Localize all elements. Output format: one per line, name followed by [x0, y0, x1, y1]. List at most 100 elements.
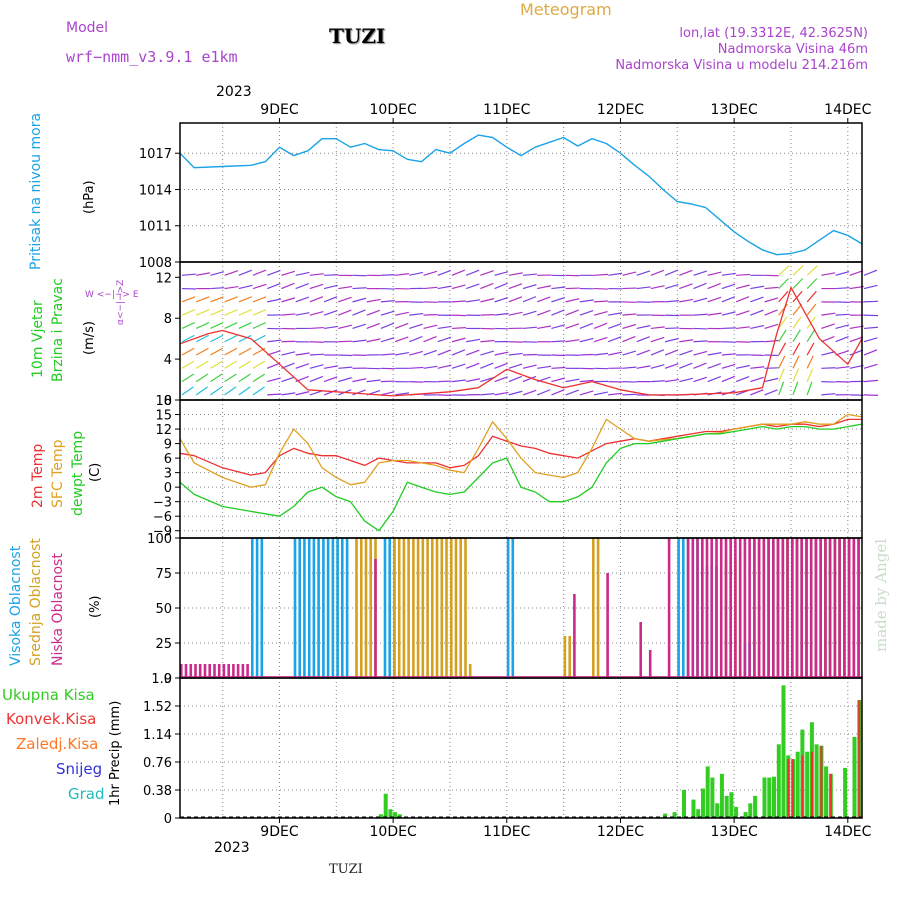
wind-barb [409, 271, 424, 276]
wind-barb [195, 373, 209, 383]
wind-barb [579, 353, 594, 356]
day-label-bottom: 11DEC [483, 824, 530, 840]
pressure-panel-frame [179, 122, 863, 263]
wind-barb [394, 322, 409, 330]
wind-barb [423, 365, 438, 369]
temperature-ytick-label: 3 [164, 467, 172, 482]
wind-barb [451, 349, 466, 356]
wind-barb [451, 300, 466, 303]
precip-ytick-label: 0 [164, 812, 172, 827]
wind-barb [721, 363, 736, 369]
wind-barb [735, 296, 750, 303]
cloud-bar [814, 538, 818, 678]
wind-barb [551, 324, 566, 330]
wind-barb [750, 389, 764, 396]
cloud-ytick-label: 50 [155, 602, 172, 617]
wind-barb [721, 353, 736, 356]
wind-barb [451, 269, 466, 276]
cloud-bar [246, 664, 249, 678]
wind-barb [252, 373, 266, 383]
wind-barb [679, 269, 693, 276]
wind-barb [664, 378, 680, 383]
wind-unit: (m/s) [82, 321, 97, 355]
cloud-bar [682, 538, 685, 678]
wind-barb [494, 351, 509, 356]
cloud-bar [734, 538, 737, 678]
cloud-bar [686, 538, 690, 678]
wind-barb [778, 265, 790, 276]
wind-barb [451, 327, 466, 330]
wind-barb [267, 362, 281, 369]
wind-barb [522, 326, 537, 330]
wind-barb [238, 296, 253, 303]
precip-bar [734, 806, 739, 818]
wind-barb [849, 336, 864, 343]
cloud-bar [568, 636, 571, 678]
cloud-bar [227, 664, 230, 678]
cloud-bar [710, 538, 713, 678]
wind-barb [224, 386, 237, 396]
wind-barb [181, 296, 196, 303]
wind-barb [806, 303, 817, 316]
wind-barb [409, 335, 423, 343]
wind-barb [849, 270, 864, 276]
wind-barb [224, 373, 237, 383]
cloud-unit: (%) [88, 595, 103, 619]
wind-barb [465, 349, 480, 356]
wind-barb [295, 312, 310, 316]
wind-barb [210, 334, 224, 343]
temperature-ytick-label: 9 [164, 438, 172, 453]
wind-barb [821, 393, 836, 396]
wind-barb [224, 296, 238, 303]
wind-barb [352, 378, 367, 383]
cloud-bar [369, 538, 372, 678]
wind-barb [267, 377, 281, 383]
wind-barb [721, 296, 736, 303]
wind-barb [806, 329, 816, 343]
wind-barb [707, 282, 721, 290]
wind-barb [423, 286, 438, 290]
wind-barb [764, 389, 778, 396]
wind-barb [480, 393, 495, 396]
wind-barb [395, 392, 410, 396]
wind-barb [579, 379, 594, 383]
cloud-bar [198, 664, 202, 678]
wind-barb [835, 287, 850, 290]
cloud-bar [648, 650, 652, 678]
wind-barb [537, 285, 552, 290]
temperature-ytick-label: −6 [153, 510, 172, 525]
wind-barb [778, 381, 785, 396]
cloud-bar [222, 664, 226, 678]
pressure-ytick-label: 1011 [139, 220, 172, 235]
cloud-bar [767, 538, 770, 678]
temperature-ytick-label: 15 [155, 409, 172, 424]
wind-barb [679, 298, 694, 303]
cloud-bar [303, 538, 306, 678]
wind-barb [522, 310, 537, 316]
wind-barb [792, 303, 803, 316]
day-label-top: 12DEC [597, 102, 644, 118]
temp-line-2 [179, 423, 863, 532]
wind-barb [480, 362, 494, 369]
wind-barb [395, 273, 410, 276]
wind-barb [565, 378, 580, 383]
cloud-bar [445, 538, 448, 678]
wind-barb [494, 312, 509, 316]
precip-bar [743, 812, 748, 818]
wind-barb [267, 339, 282, 343]
wind-barb [338, 285, 353, 290]
wind-barb [309, 375, 324, 383]
cloud-bar [701, 538, 704, 678]
cloud-bar [563, 636, 567, 678]
wind-barb [608, 351, 623, 356]
wind-barb [750, 296, 764, 303]
wind-barb [508, 375, 523, 383]
cloud-bar [412, 538, 415, 678]
wind-barb [622, 335, 636, 343]
wind-barb [707, 362, 722, 369]
wind-barb [252, 360, 266, 369]
wind-barb [338, 340, 353, 343]
wind-barb [238, 386, 251, 396]
cloud-bar [341, 538, 344, 678]
cloud-bar [691, 538, 695, 678]
